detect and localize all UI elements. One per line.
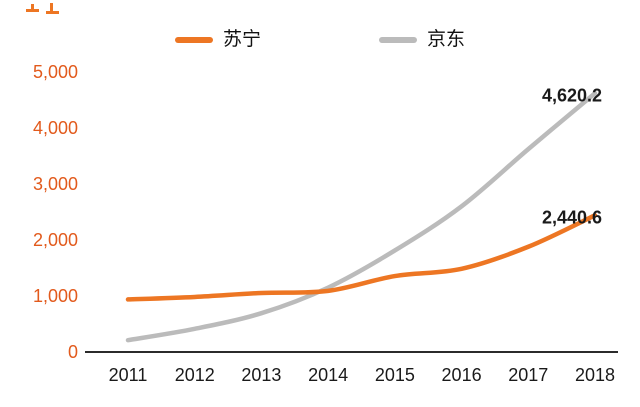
series-line-suning <box>125 213 598 302</box>
y-axis-tick-label: 4,000 <box>33 118 78 138</box>
x-axis-tick-label: 2014 <box>308 365 348 385</box>
x-axis-tick-label: 2016 <box>442 365 482 385</box>
legend-label-suning: 苏宁 <box>222 29 261 50</box>
x-axis-tick-label: 2017 <box>508 365 548 385</box>
x-axis-tick-label: 2012 <box>175 365 215 385</box>
legend: 苏宁 京东 <box>0 30 640 49</box>
y-axis-tick-label: 3,000 <box>33 174 78 194</box>
x-axis-tick-label: 2018 <box>575 365 615 385</box>
y-axis-tick-label: 2,000 <box>33 230 78 250</box>
end-value-label-suning: 2,440.6 <box>542 207 602 227</box>
y-axis-tick-label: 5,000 <box>33 62 78 82</box>
end-value-label-jd: 4,620.2 <box>542 85 602 105</box>
cropped-corner-artifact <box>26 3 59 14</box>
legend-item-suning: 苏宁 <box>174 29 261 50</box>
legend-label-jd: 京东 <box>427 29 466 50</box>
x-axis-tick-label: 2015 <box>375 365 415 385</box>
y-axis-tick-label: 0 <box>68 342 78 362</box>
x-axis-tick-label: 2013 <box>241 365 281 385</box>
legend-item-jd: 京东 <box>379 30 465 49</box>
legend-swatch-suning <box>174 36 213 43</box>
legend-swatch-jd <box>379 36 417 43</box>
y-axis-tick-label: 1,000 <box>33 286 78 306</box>
x-axis-tick-label: 2011 <box>109 365 148 385</box>
series-line-jd <box>125 91 598 343</box>
